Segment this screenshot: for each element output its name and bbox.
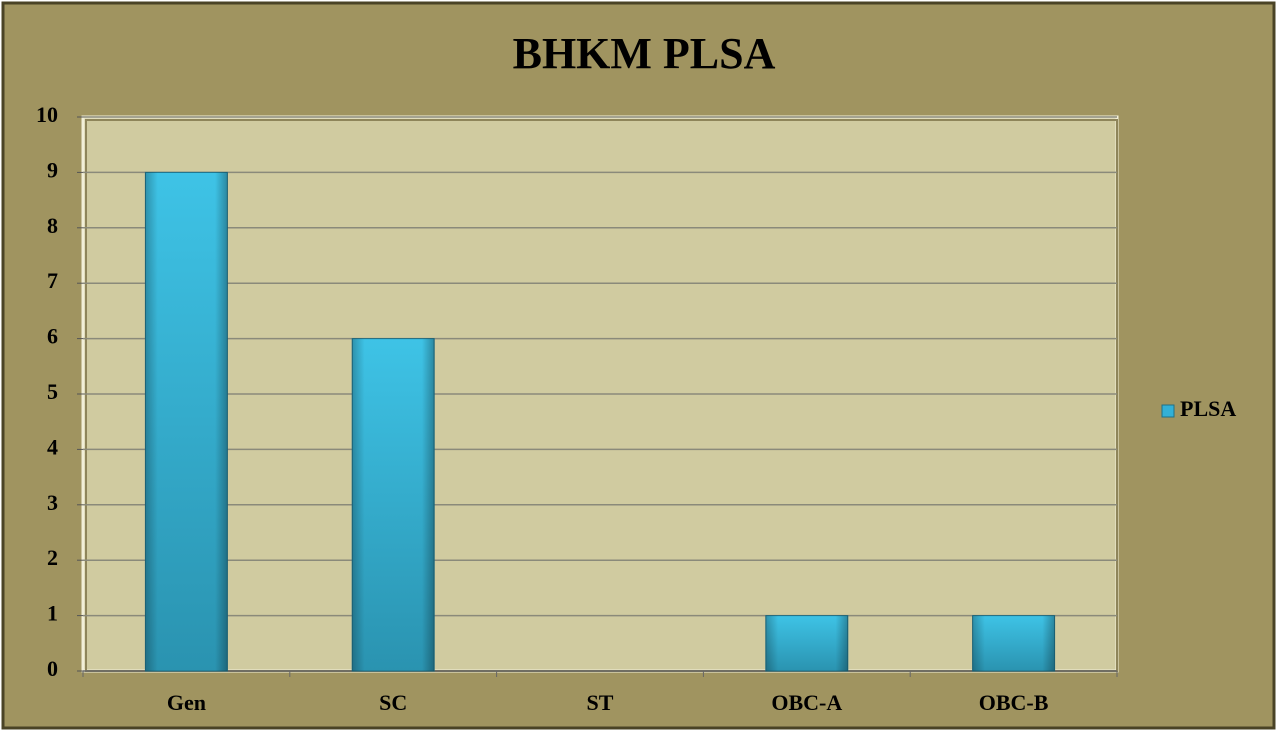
bar-shade xyxy=(765,615,848,671)
y-tick-label: 3 xyxy=(47,490,58,515)
x-tick-label: Gen xyxy=(167,690,206,715)
x-tick-label: OBC-A xyxy=(771,690,842,715)
x-tick-label: ST xyxy=(587,690,614,715)
chart-title: BHKM PLSA xyxy=(513,29,776,78)
x-tick-label: OBC-B xyxy=(979,690,1049,715)
y-tick-label: 6 xyxy=(47,324,58,349)
bar-shade xyxy=(972,615,1055,671)
y-tick-label: 10 xyxy=(36,102,58,127)
bar-shade xyxy=(145,172,228,671)
y-tick-label: 9 xyxy=(47,157,58,182)
y-tick-label: 8 xyxy=(47,213,58,238)
bar-shade xyxy=(352,338,435,671)
y-tick-label: 1 xyxy=(47,601,58,626)
y-tick-label: 7 xyxy=(47,268,58,293)
y-tick-label: 5 xyxy=(47,379,58,404)
legend-label: PLSA xyxy=(1180,396,1236,421)
y-tick-label: 4 xyxy=(47,434,58,459)
legend-swatch xyxy=(1161,404,1175,418)
y-tick-label: 2 xyxy=(47,545,58,570)
x-tick-label: SC xyxy=(379,690,407,715)
y-tick-label: 0 xyxy=(47,656,58,681)
